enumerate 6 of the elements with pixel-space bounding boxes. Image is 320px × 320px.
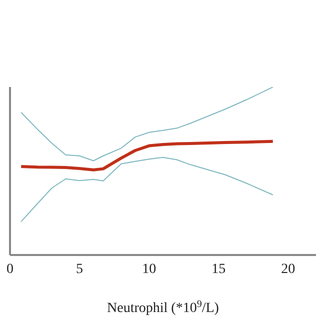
x-tick-label: 10 [142,262,156,277]
x-tick-label: 5 [76,262,84,277]
x-tick-label: 20 [281,262,296,277]
x-tick-label: 15 [212,262,226,277]
x-axis-title: Neutrophil (*10$^{9}$/L) [107,298,220,316]
x-tick-label: 0 [6,262,14,277]
